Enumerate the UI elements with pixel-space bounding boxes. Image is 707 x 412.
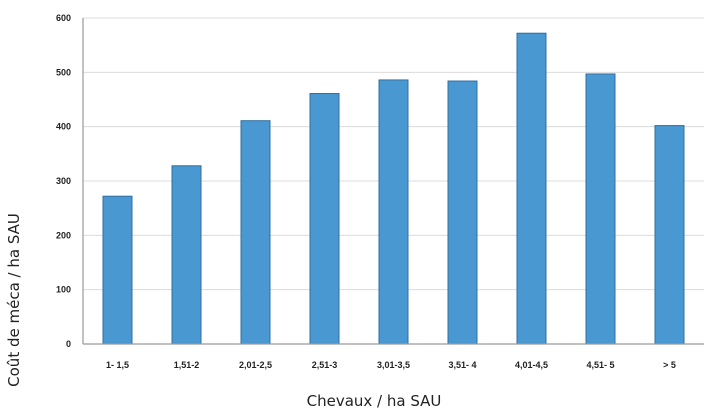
x-tick-label: 3,01-3,5 <box>377 360 410 370</box>
y-tick-label: 100 <box>56 285 71 295</box>
bar <box>654 125 685 345</box>
x-tick-label: 3,51- 4 <box>448 360 476 370</box>
x-tick-label: 1- 1,5 <box>106 360 129 370</box>
bar <box>447 80 478 345</box>
bar <box>378 79 409 345</box>
bar <box>516 32 547 345</box>
y-axis-title: Coût de méca / ha SAU <box>5 213 23 387</box>
y-tick-label: 0 <box>66 339 71 349</box>
x-tick-label: 1,51-2 <box>174 360 200 370</box>
x-tick-label: 4,51- 5 <box>586 360 614 370</box>
x-tick-label: > 5 <box>663 360 676 370</box>
y-tick-labels: 0 100 200 300 400 500 600 <box>56 13 71 349</box>
bars <box>102 32 685 345</box>
bar <box>240 120 271 345</box>
axes <box>82 18 704 345</box>
y-tick-label: 600 <box>56 13 71 23</box>
y-tick-label: 300 <box>56 176 71 186</box>
y-tick-label: 200 <box>56 230 71 240</box>
y-tick-label: 500 <box>56 67 71 77</box>
bar <box>585 73 616 345</box>
x-tick-label: 2,01-2,5 <box>239 360 272 370</box>
bar <box>102 195 133 345</box>
x-axis-title: Chevaux / ha SAU <box>307 392 442 410</box>
bar <box>171 165 202 345</box>
x-tick-labels: 1- 1,5 1,51-2 2,01-2,5 2,51-3 3,01-3,5 3,51- … <box>106 360 676 370</box>
x-tick-label: 4,01-4,5 <box>515 360 548 370</box>
y-tick-label: 400 <box>56 122 71 132</box>
x-tick-label: 2,51-3 <box>312 360 338 370</box>
bar <box>309 93 340 345</box>
